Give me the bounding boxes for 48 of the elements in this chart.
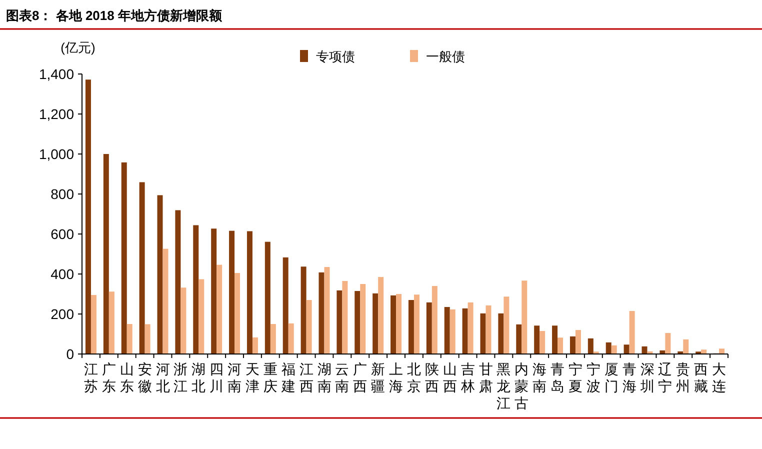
x-tick-label: 河南 [228, 361, 242, 394]
legend-label: 一般债 [426, 49, 465, 64]
x-tick-label: 浙江 [174, 361, 188, 394]
legend-label: 专项债 [316, 49, 355, 64]
x-tick-label: 大连 [712, 361, 726, 394]
y-tick-label: 600 [50, 226, 74, 242]
x-tick-label: 新疆 [371, 361, 386, 394]
y-tick-label: 1,000 [38, 146, 74, 162]
x-tick-label: 上海 [389, 361, 404, 394]
x-tick-label: 辽宁 [658, 361, 672, 394]
x-tick-label: 西藏 [694, 361, 708, 394]
x-tick-label: 江苏 [84, 361, 98, 394]
x-tick-label: 天津 [245, 361, 260, 394]
x-tick-label: 贵州 [676, 361, 690, 394]
x-tick-label: 吉林 [460, 361, 475, 394]
x-tick-label: 北京 [406, 361, 421, 394]
x-tick-label: 湖北 [192, 361, 206, 394]
x-tick-label: 青海 [622, 361, 636, 394]
x-tick-label: 青岛 [550, 361, 565, 394]
x-tick-label: 安徽 [138, 361, 152, 394]
x-tick-label: 宁波 [586, 361, 600, 394]
x-tick-label: 甘肃 [478, 361, 493, 394]
x-tick-label: 内蒙古 [514, 361, 529, 411]
x-tick-label: 山西 [442, 361, 457, 394]
y-tick-label: 1,400 [38, 66, 74, 82]
x-tick-label: 河北 [156, 361, 170, 394]
x-tick-label: 江西 [299, 361, 314, 394]
x-tick-label: 四川 [210, 361, 224, 394]
y-tick-label: 800 [50, 186, 74, 202]
y-tick-label: 1,200 [38, 106, 74, 122]
x-tick-label: 福建 [280, 361, 296, 394]
x-tick-label: 陕西 [424, 361, 439, 394]
x-tick-label: 广西 [353, 361, 368, 394]
y-tick-label: 400 [50, 266, 74, 282]
x-tick-label: 黑龙江 [496, 361, 511, 411]
chart-title: 图表8： 各地 2018 年地方债新增限额 [6, 8, 223, 23]
y-tick-label: 0 [66, 346, 74, 362]
x-tick-label: 厦门 [604, 361, 618, 394]
y-axis-title: (亿元) [60, 40, 96, 55]
x-tick-label: 海南 [532, 361, 547, 394]
x-tick-label: 深圳 [639, 361, 654, 394]
x-tick-label: 重庆 [263, 361, 278, 394]
x-tick-label: 广东 [102, 361, 116, 394]
x-tick-label: 湖南 [317, 361, 332, 394]
y-tick-label: 200 [50, 306, 74, 322]
x-tick-label: 云南 [335, 361, 350, 394]
x-tick-label: 山东 [120, 361, 134, 394]
x-tick-label: 宁夏 [568, 361, 582, 394]
